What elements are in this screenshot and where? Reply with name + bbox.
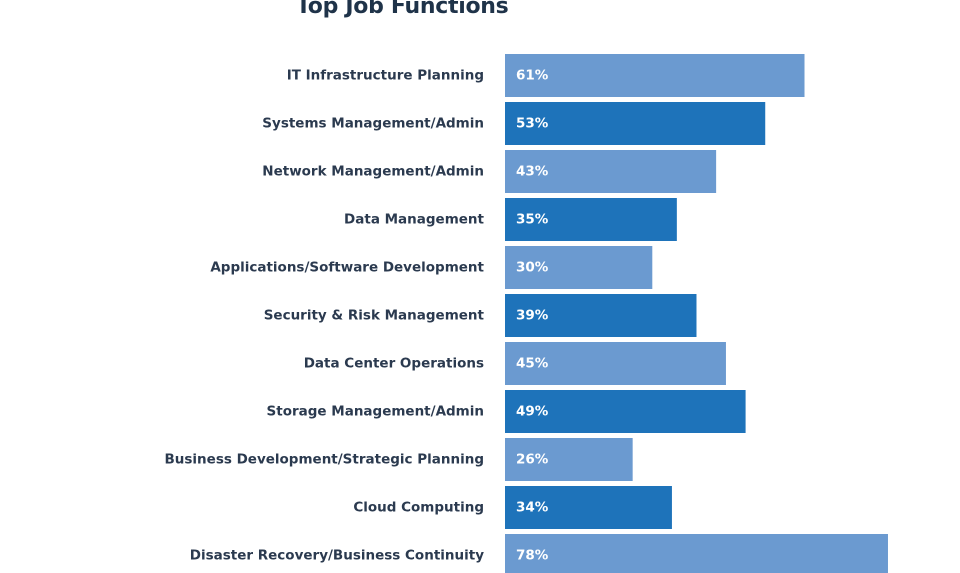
category-label: IT Infrastructure Planning <box>287 68 484 84</box>
category-label: Data Center Operations <box>304 356 484 372</box>
bar <box>505 534 888 573</box>
bar-row: Data Management 35% <box>344 198 677 241</box>
bar-row: Security & Risk Management 39% <box>264 294 697 337</box>
category-label: Applications/Software Development <box>210 260 484 276</box>
value-label: 43% <box>516 164 549 180</box>
value-label: 78% <box>516 548 549 564</box>
category-label: Business Development/Strategic Planning <box>164 452 484 468</box>
value-label: 34% <box>516 500 549 516</box>
category-label: Disaster Recovery/Business Continuity <box>190 548 484 564</box>
bar <box>505 54 805 97</box>
bar-row: Storage Management/Admin 49% <box>267 390 746 433</box>
category-label: Storage Management/Admin <box>267 404 484 420</box>
bar-row: Network Management/Admin 43% <box>262 150 717 193</box>
bar <box>505 246 653 289</box>
bar-row: Systems Management/Admin 53% <box>262 102 766 145</box>
bar <box>505 390 746 433</box>
category-label: Network Management/Admin <box>262 164 484 180</box>
bar-row: Disaster Recovery/Business Continuity 78% <box>190 534 888 573</box>
category-label: Cloud Computing <box>353 500 484 516</box>
bar-row: IT Infrastructure Planning 61% <box>287 54 805 97</box>
value-label: 26% <box>516 452 549 468</box>
bar <box>505 342 726 385</box>
chart-title: Top Job Functions <box>296 0 509 19</box>
bar <box>505 198 677 241</box>
value-label: 45% <box>516 356 549 372</box>
value-label: 35% <box>516 212 549 228</box>
category-label: Data Management <box>344 212 484 228</box>
bar-row: Business Development/Strategic Planning 2… <box>164 438 633 481</box>
category-label: Security & Risk Management <box>264 308 485 324</box>
value-label: 61% <box>516 68 549 84</box>
value-label: 53% <box>516 116 549 132</box>
value-label: 39% <box>516 308 549 324</box>
bar <box>505 102 766 145</box>
bar <box>505 486 672 529</box>
value-label: 49% <box>516 404 549 420</box>
bar-row: Applications/Software Development 30% <box>210 246 653 289</box>
bar <box>505 150 717 193</box>
category-label: Systems Management/Admin <box>262 116 484 132</box>
bar-row: Cloud Computing 34% <box>353 486 672 529</box>
bar-row: Data Center Operations 45% <box>304 342 726 385</box>
bar <box>505 438 633 481</box>
value-label: 30% <box>516 260 549 276</box>
bar <box>505 294 697 337</box>
